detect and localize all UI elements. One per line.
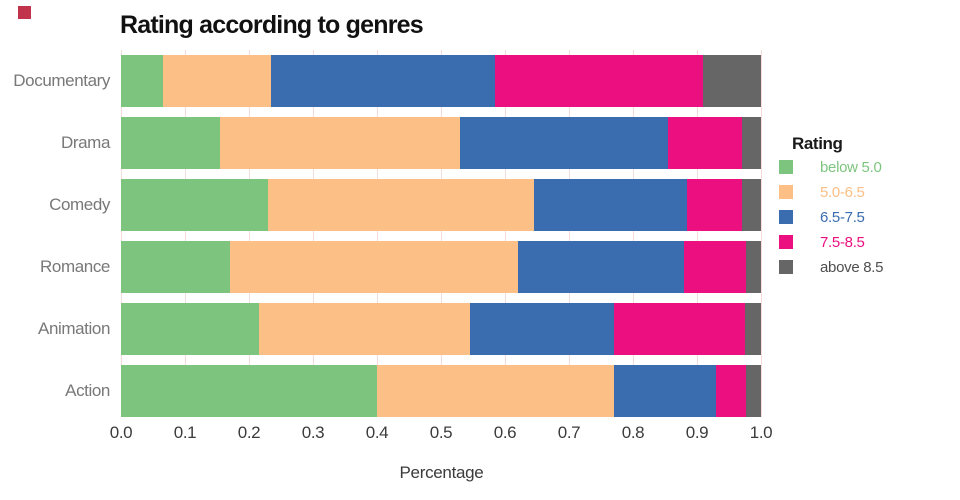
- bar-row-romance: [121, 241, 762, 293]
- bar-segment-documentary-7.5-8.5: [495, 55, 704, 107]
- bar-segment-documentary-5.0-6.5: [162, 55, 272, 107]
- gridline: [249, 50, 250, 417]
- bar-segment-romance-above-8.5: [746, 241, 761, 293]
- bar-segment-animation-7.5-8.5: [613, 303, 745, 355]
- gridline: [569, 50, 570, 417]
- gridline: [761, 50, 762, 417]
- bar-segment-animation-below-5.0: [121, 303, 259, 355]
- bar-segment-drama-7.5-8.5: [668, 117, 742, 169]
- x-tick-label: 0.0: [109, 423, 133, 442]
- bar-segment-romance-7.5-8.5: [684, 241, 747, 293]
- legend-swatch: [779, 185, 793, 199]
- x-tick-label: 0.6: [493, 423, 517, 442]
- x-tick-label: 0.7: [557, 423, 581, 442]
- chart-title: Rating according to genres: [120, 11, 424, 39]
- x-tick-label: 0.4: [365, 423, 389, 442]
- bar-segment-romance-5.0-6.5: [229, 241, 518, 293]
- x-tick-label: 0.5: [429, 423, 453, 442]
- x-tick-label: 1.0: [749, 423, 773, 442]
- gridline: [633, 50, 634, 417]
- legend-swatch: [779, 160, 793, 174]
- bar-segment-comedy-above-8.5: [741, 179, 761, 231]
- bar-row-drama: [121, 117, 762, 169]
- x-tick-label: 0.3: [301, 423, 325, 442]
- x-axis-ticks: 0.0 0.1 0.2 0.3 0.4 0.5 0.6 0.7 0.8 0.9 1.0: [110, 423, 773, 445]
- bar-segment-comedy-7.5-8.5: [687, 179, 742, 231]
- x-tick-label: 0.1: [173, 423, 197, 442]
- x-tick-label: 0.2: [237, 423, 261, 442]
- legend-swatch: [779, 235, 793, 249]
- gridline: [697, 50, 698, 417]
- bar-segment-action-above-8.5: [746, 365, 761, 417]
- legend-swatch: [779, 210, 793, 224]
- bar-segment-animation-6.5-7.5: [469, 303, 614, 355]
- gridline: [185, 50, 186, 417]
- bar-segment-drama-5.0-6.5: [220, 117, 461, 169]
- legend-label: above 8.5: [820, 259, 884, 276]
- bar-segment-action-below-5.0: [121, 365, 377, 417]
- y-axis-category-labels: Documentary Drama Comedy Romance Animation Ac…: [0, 50, 110, 417]
- legend-label: 5.0-6.5: [820, 184, 865, 201]
- legend-label: below 5.0: [820, 159, 882, 176]
- bar-row-action: [121, 365, 762, 417]
- bar-segment-drama-below-5.0: [121, 117, 221, 169]
- bar-row-comedy: [121, 179, 762, 231]
- legend-swatch: [779, 260, 793, 274]
- bar-segment-action-5.0-6.5: [377, 365, 614, 417]
- bar-segment-documentary-above-8.5: [703, 55, 761, 107]
- category-label-animation: Animation: [38, 319, 110, 338]
- legend-label: 7.5-8.5: [820, 234, 865, 251]
- x-tick-label: 0.9: [685, 423, 709, 442]
- gridline: [313, 50, 314, 417]
- bar-segment-action-7.5-8.5: [716, 365, 747, 417]
- bar-segment-romance-6.5-7.5: [517, 241, 685, 293]
- category-label-comedy: Comedy: [49, 195, 110, 214]
- plot-area: [121, 50, 762, 417]
- gridline: [441, 50, 442, 417]
- bar-segment-comedy-5.0-6.5: [268, 179, 534, 231]
- gridline: [377, 50, 378, 417]
- bar-segment-animation-5.0-6.5: [258, 303, 470, 355]
- bar-segment-animation-above-8.5: [745, 303, 761, 355]
- bar-segment-drama-6.5-7.5: [460, 117, 669, 169]
- red-indicator-square: [18, 6, 31, 19]
- category-label-action: Action: [65, 381, 110, 400]
- bar-segment-documentary-6.5-7.5: [271, 55, 496, 107]
- category-label-documentary: Documentary: [13, 71, 110, 90]
- legend-title: Rating: [792, 134, 843, 153]
- category-label-drama: Drama: [60, 133, 110, 152]
- legend-label: 6.5-7.5: [820, 209, 865, 226]
- bar-segment-action-6.5-7.5: [613, 365, 717, 417]
- x-axis-label: Percentage: [399, 463, 484, 482]
- bar-segment-comedy-below-5.0: [121, 179, 269, 231]
- bar-segment-romance-below-5.0: [121, 241, 230, 293]
- category-label-romance: Romance: [40, 257, 110, 276]
- bar-row-documentary: [121, 55, 762, 107]
- gridline: [121, 50, 122, 417]
- bar-segment-comedy-6.5-7.5: [533, 179, 688, 231]
- gridline: [505, 50, 506, 417]
- bar-row-animation: [121, 303, 762, 355]
- bar-segment-drama-above-8.5: [741, 117, 761, 169]
- bar-segment-documentary-below-5.0: [121, 55, 163, 107]
- x-tick-label: 0.8: [621, 423, 645, 442]
